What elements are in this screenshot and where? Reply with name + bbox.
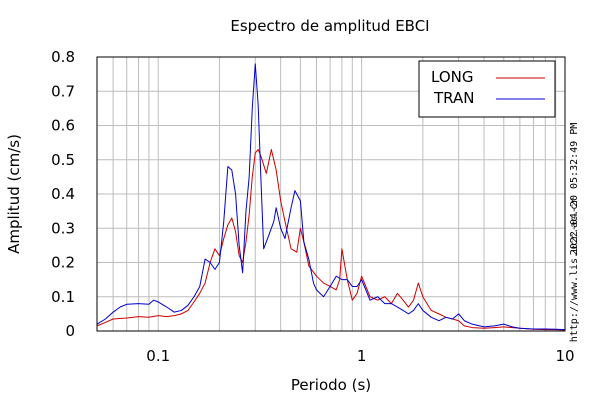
legend: LONG TRAN: [418, 60, 556, 118]
source-url-text: http://www.lis.ucr.ac.cr: [569, 198, 580, 343]
x-tick-label: 10: [555, 347, 574, 365]
x-axis-title: Periodo (s): [291, 376, 371, 394]
series-layer: [96, 63, 566, 331]
y-tick-label: 0.1: [51, 288, 75, 306]
y-tick-label: 0.8: [51, 48, 75, 66]
timestamp-text: 2022-04-20 05:32:49 PM: [569, 123, 580, 255]
plot-frame: [96, 56, 566, 332]
legend-label-long: LONG: [431, 68, 473, 86]
y-tick-label: 0.4: [51, 185, 75, 203]
x-tick-labels: 0.1 1 10: [146, 347, 574, 365]
series-line-long: [96, 148, 566, 331]
y-tick-label: 0.7: [51, 82, 75, 100]
y-tick-label: 0.5: [51, 151, 75, 169]
legend-box: [418, 60, 556, 118]
series-line-tran: [96, 63, 566, 331]
y-tick-label: 0: [65, 322, 75, 340]
x-tick-label: 0.1: [146, 347, 170, 365]
y-axis-title: Amplitud (cm/s): [5, 134, 23, 254]
y-tick-labels: 0 0.1 0.2 0.3 0.4 0.5 0.6 0.7 0.8: [51, 48, 75, 340]
legend-label-tran: TRAN: [433, 89, 474, 107]
y-tick-label: 0.3: [51, 219, 75, 237]
y-tick-label: 0.6: [51, 117, 75, 135]
grid: [97, 57, 565, 331]
x-tick-label: 1: [357, 347, 367, 365]
y-tick-label: 0.2: [51, 254, 75, 272]
chart-title: Espectro de amplitud EBCI: [230, 17, 429, 35]
